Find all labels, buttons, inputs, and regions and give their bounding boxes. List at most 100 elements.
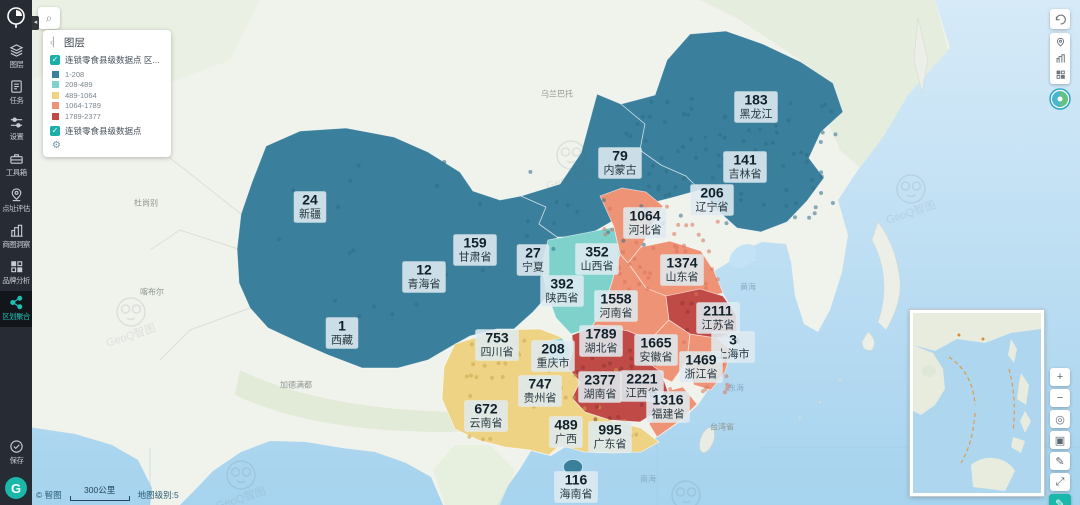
province-name: 湖北省: [584, 342, 618, 355]
province-name: 青海省: [407, 278, 441, 291]
sidebar-item-layers[interactable]: 图层: [0, 39, 32, 75]
overview-inset-map[interactable]: [909, 309, 1045, 497]
draw-button[interactable]: ✎: [1049, 494, 1071, 505]
云南省[interactable]: 672 云南省: [464, 400, 508, 432]
basemap-button[interactable]: ▣: [1050, 431, 1070, 449]
sidebar-item-district-insight[interactable]: 商圈洞察: [0, 219, 32, 255]
search-button[interactable]: ⌕: [38, 7, 60, 29]
legend-range: 489-1064: [65, 90, 97, 100]
province-value: 24: [302, 191, 318, 208]
layers-icon: [9, 44, 23, 57]
geoq-logo-icon[interactable]: [4, 5, 28, 29]
province-value: 672: [474, 400, 498, 417]
layer-settings-gear-icon[interactable]: ⚙: [52, 139, 61, 151]
sidebar-item-save[interactable]: 保存: [0, 435, 32, 471]
province-value: 1: [338, 317, 346, 334]
site-eval-shortcut-button[interactable]: [1053, 36, 1067, 49]
福建省[interactable]: 1316 福建省: [646, 391, 690, 423]
宁夏[interactable]: 27 宁夏: [517, 244, 549, 276]
locate-button[interactable]: ◎: [1050, 410, 1070, 428]
province-name: 甘肃省: [458, 251, 492, 264]
辽宁省[interactable]: 206 辽宁省: [690, 184, 734, 216]
province-value: 489: [554, 416, 578, 433]
内蒙古[interactable]: 79 内蒙古: [598, 147, 642, 179]
left-sidebar: 图层 任务 设置 工具箱 点址评估 商圈洞察: [0, 0, 32, 505]
sidebar-item-region-aggregate[interactable]: 区划聚合: [0, 291, 32, 327]
新疆[interactable]: 24 新疆: [294, 191, 326, 223]
province-name: 河南省: [599, 307, 633, 320]
重庆市[interactable]: 208 重庆市: [531, 340, 575, 372]
吉林省[interactable]: 141 吉林省: [723, 151, 767, 183]
province-name: 海南省: [559, 488, 593, 501]
sidebar-item-settings[interactable]: 设置: [0, 111, 32, 147]
河北省[interactable]: 1064 河北省: [623, 207, 667, 239]
四川省[interactable]: 753 四川省: [475, 329, 519, 361]
sidebar-item-toolbox[interactable]: 工具箱: [0, 147, 32, 183]
河南省[interactable]: 1558 河南省: [594, 290, 638, 322]
province-name: 广东省: [593, 438, 627, 451]
黑龙江[interactable]: 183 黑龙江: [734, 91, 778, 123]
湖北省[interactable]: 1789 湖北省: [579, 325, 623, 357]
legend-swatch: [52, 81, 59, 89]
layer-panel: ‹▏ 图层 ✓ 连锁零食县级数据点 区... 1-208 208-489 489…: [43, 30, 171, 157]
layer2-checkbox[interactable]: ✓: [50, 125, 60, 136]
map-controls-toolbar: + − ◎ ▣ ✎ ⤢ ✎: [1049, 368, 1071, 505]
compass-badge[interactable]: [1049, 88, 1071, 110]
西藏[interactable]: 1 西藏: [326, 317, 358, 349]
building-chart-icon: [1056, 54, 1065, 63]
江苏省[interactable]: 2111 江苏省: [696, 302, 740, 334]
province-value: 2221: [626, 370, 658, 387]
海南省[interactable]: 116 海南省: [554, 471, 598, 503]
贵州省[interactable]: 747 贵州省: [518, 375, 562, 407]
layer1-checkbox[interactable]: ✓: [50, 55, 60, 65]
measure-button[interactable]: ✎: [1050, 452, 1070, 470]
legend-row: 1-208: [52, 69, 164, 80]
undo-button[interactable]: [1050, 9, 1070, 29]
province-name: 广西: [554, 433, 577, 446]
province-value: 1316: [652, 391, 684, 408]
山西省[interactable]: 352 山西省: [575, 243, 619, 275]
legend-row: 1789-2377: [52, 111, 164, 122]
province-value: 392: [550, 275, 574, 292]
青海省[interactable]: 12 青海省: [402, 261, 446, 293]
province-value: 995: [598, 421, 622, 438]
sliders-icon: [10, 117, 22, 128]
甘肃省[interactable]: 159 甘肃省: [453, 234, 497, 266]
zoom-in-button[interactable]: +: [1050, 368, 1070, 386]
湖南省[interactable]: 2377 湖南省: [578, 371, 622, 403]
district-insight-shortcut-button[interactable]: [1053, 52, 1067, 65]
province-value: 1558: [600, 290, 632, 307]
安徽省[interactable]: 1665 安徽省: [634, 334, 678, 366]
广西[interactable]: 489 广西: [549, 416, 583, 448]
control-glyph: ⤢: [1055, 475, 1065, 488]
scale-bar: 300公里: [69, 484, 130, 501]
attribution-text: © 智图: [36, 490, 62, 500]
province-name: 黑龙江: [739, 108, 773, 121]
legend-range: 1789-2377: [65, 111, 101, 121]
sidebar-collapse-handle[interactable]: ◂: [32, 16, 39, 30]
sidebar-item-label: 保存: [9, 456, 23, 465]
g-logo-button[interactable]: G: [5, 477, 27, 499]
brand-analysis-shortcut-button[interactable]: [1053, 68, 1067, 81]
province-name: 河北省: [628, 224, 662, 237]
province-name: 安徽省: [639, 351, 673, 364]
tasks-icon: [10, 80, 22, 93]
legend-swatch: [52, 102, 59, 110]
浙江省[interactable]: 1469 浙江省: [679, 351, 723, 383]
zoom-out-button[interactable]: −: [1050, 389, 1070, 407]
panel-collapse-icon[interactable]: ‹▏: [50, 37, 60, 47]
广东省[interactable]: 995 广东省: [588, 421, 632, 453]
location-pin-icon: [1056, 37, 1064, 47]
layer1-label: 连锁零食县级数据点 区...: [65, 55, 160, 65]
sidebar-item-site-eval[interactable]: 点址评估: [0, 183, 32, 219]
sidebar-item-tasks[interactable]: 任务: [0, 75, 32, 111]
sidebar-item-brand-analysis[interactable]: 品牌分析: [0, 255, 32, 291]
legend-range: 1064-1789: [65, 101, 101, 111]
山东省[interactable]: 1374 山东省: [660, 254, 704, 286]
sidebar-item-label: 区划聚合: [2, 312, 30, 321]
province-value: 12: [416, 261, 432, 278]
fullscreen-button[interactable]: ⤢: [1050, 473, 1070, 491]
陕西省[interactable]: 392 陕西省: [540, 275, 584, 307]
grid-icon: [1056, 70, 1065, 79]
